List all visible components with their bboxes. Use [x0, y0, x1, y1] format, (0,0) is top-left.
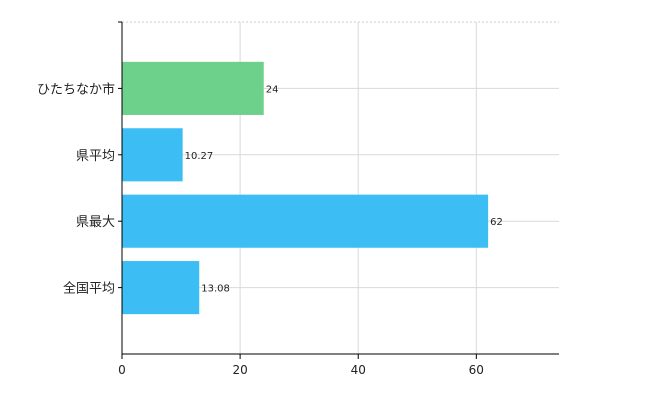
x-tick-label: 0 [118, 363, 126, 377]
data-label: 13.08 [201, 284, 230, 295]
category-label: ひたちなか市 [37, 81, 115, 97]
bars [122, 61, 489, 315]
bar-1 [122, 61, 264, 115]
labels: 0 20 40 60 ひたちなか市 24 県平均 10.27 県最大 62 全国平均 13.08 [37, 81, 503, 377]
data-label: 10.27 [185, 151, 214, 162]
category-label: 県最大 [76, 215, 115, 230]
x-tick-label: 20 [232, 363, 247, 377]
data-label: 24 [266, 84, 279, 95]
data-label: 62 [490, 217, 503, 228]
category-label: 全国平均 [63, 281, 115, 297]
category-label: 県平均 [76, 149, 115, 164]
bar-4 [122, 261, 200, 315]
x-tick-label: 40 [351, 363, 366, 377]
axis-ticks [118, 21, 477, 359]
bar-2 [122, 128, 183, 182]
bar-3 [122, 194, 489, 248]
x-tick-label: 60 [469, 363, 484, 377]
